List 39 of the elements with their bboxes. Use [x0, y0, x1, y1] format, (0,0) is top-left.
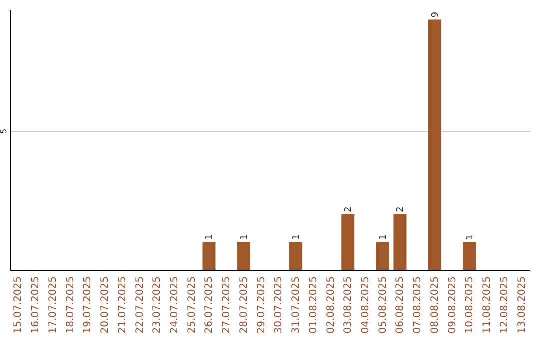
x-tick-label: 18.07.2025 — [65, 276, 76, 334]
x-tick-label: 06.08.2025 — [395, 276, 406, 334]
x-tick-label: 22.07.2025 — [134, 276, 146, 334]
x-tick-label: 25.07.2025 — [186, 276, 198, 334]
x-tick-label: 29.07.2025 — [256, 276, 268, 334]
data-label: 1 — [292, 234, 302, 240]
x-tick-label: 27.07.2025 — [222, 276, 233, 334]
x-tick-label: 04.08.2025 — [360, 276, 372, 334]
data-label: 1 — [378, 234, 389, 240]
data-label: 1 — [205, 234, 216, 240]
x-tick-label: 30.07.2025 — [274, 276, 285, 334]
x-tick-label: 03.08.2025 — [343, 276, 354, 334]
x-tick-label: 11.08.2025 — [482, 276, 494, 334]
x-tick-label: 20.07.2025 — [100, 276, 112, 334]
x-tick-label: 13.08.2025 — [516, 276, 528, 334]
x-tick-label: 19.07.2025 — [82, 276, 94, 334]
x-tick-label: 12.08.2025 — [499, 276, 510, 334]
x-tick-label: 02.08.2025 — [326, 276, 337, 334]
data-label: 1 — [240, 234, 250, 240]
x-tick-label: 09.08.2025 — [447, 276, 458, 334]
x-tick-label: 10.08.2025 — [464, 276, 476, 334]
x-tick-label: 24.07.2025 — [170, 276, 181, 334]
x-tick-label: 01.08.2025 — [308, 276, 320, 334]
x-tick-label: 28.07.2025 — [238, 276, 250, 334]
data-label: 1 — [466, 234, 476, 240]
x-tick-label: 05.08.2025 — [378, 276, 389, 334]
data-label: 2 — [396, 206, 406, 212]
x-tick-label: 07.08.2025 — [412, 276, 424, 334]
x-tick-label: 26.07.2025 — [204, 276, 216, 334]
x-tick-label: 17.07.2025 — [48, 276, 59, 334]
x-tick-label: 16.07.2025 — [30, 276, 42, 334]
x-tick-label: 21.07.2025 — [117, 276, 128, 334]
x-tick-label: 15.07.2025 — [13, 276, 24, 334]
y-tick-label: 5 — [0, 128, 8, 134]
data-label: 9 — [430, 12, 441, 18]
data-label: 2 — [344, 206, 354, 212]
x-tick-label: 08.08.2025 — [430, 276, 441, 334]
x-tick-label: 23.07.2025 — [152, 276, 164, 334]
x-tick-label: 31.07.2025 — [291, 276, 302, 334]
